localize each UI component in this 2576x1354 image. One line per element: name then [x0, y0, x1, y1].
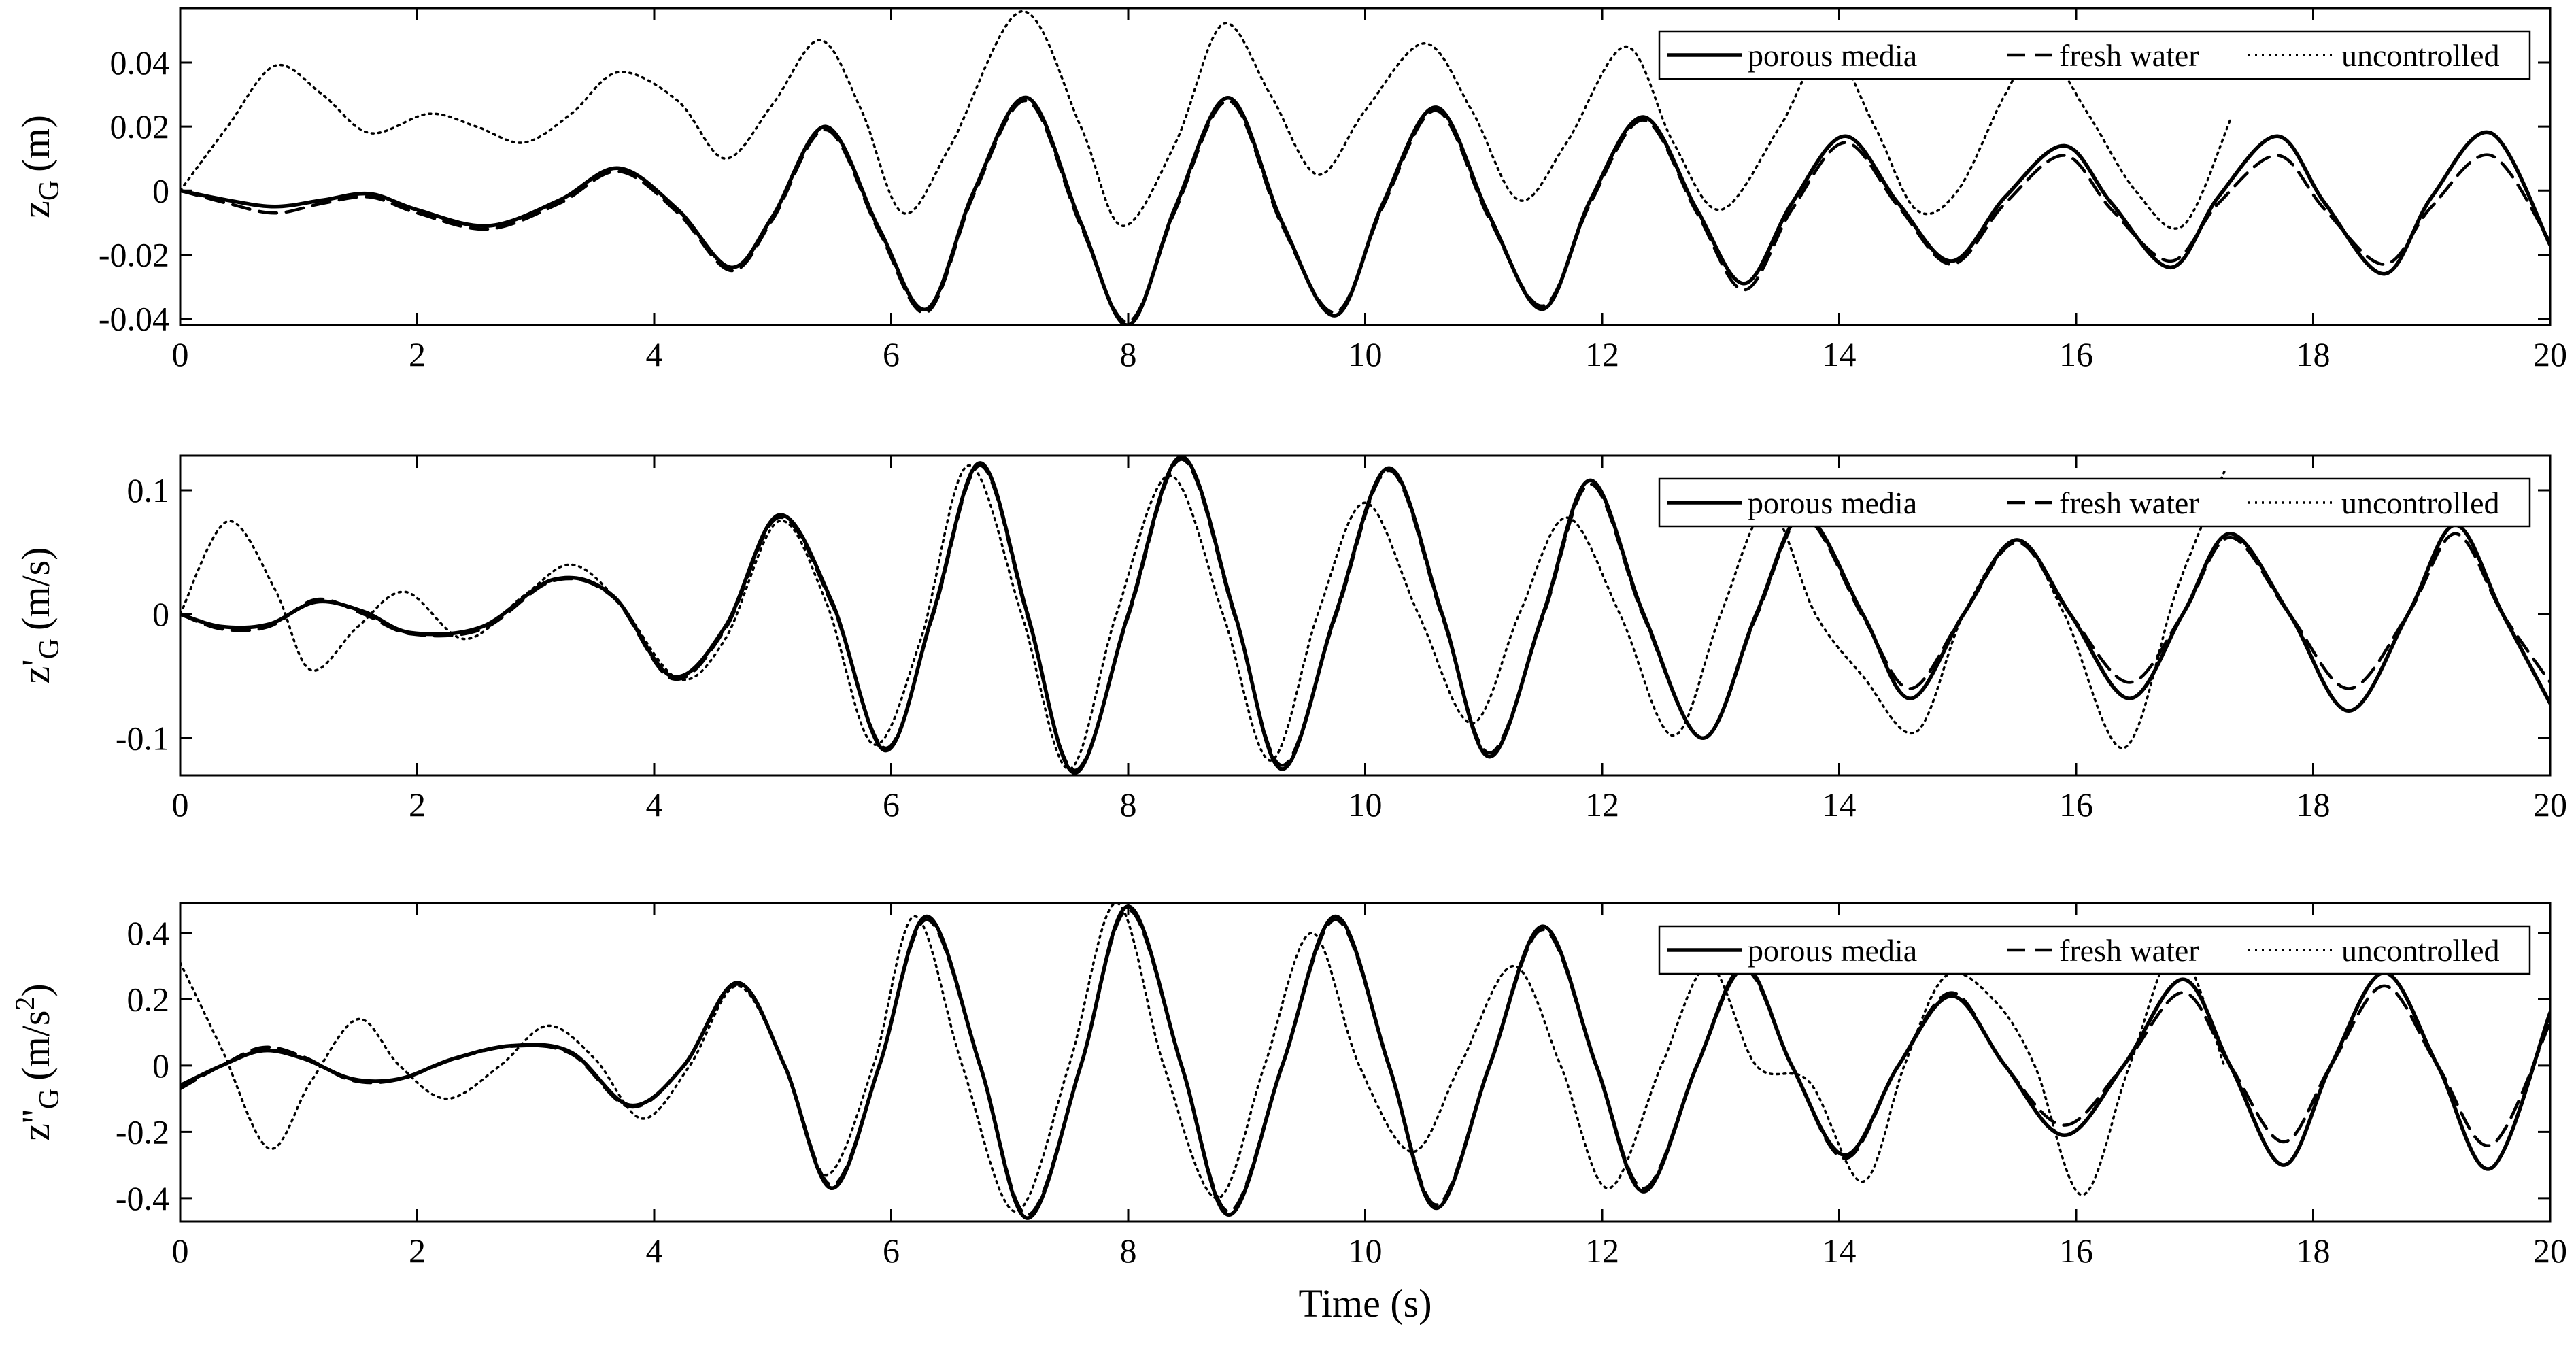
y-tick-label: 0.04 — [110, 44, 170, 82]
legend-label: fresh water — [2059, 38, 2199, 73]
y-tick-label: 0 — [152, 171, 169, 209]
legend-label: porous media — [1748, 933, 1917, 968]
x-tick-label: 8 — [1120, 785, 1137, 824]
legend-label: porous media — [1748, 486, 1917, 520]
legend-label: uncontrolled — [2341, 38, 2500, 73]
x-tick-label: 6 — [883, 785, 900, 824]
x-tick-label: 6 — [883, 1232, 900, 1270]
series-line-fresh-water — [180, 908, 2550, 1217]
x-tick-label: 4 — [646, 1232, 663, 1270]
legend-label: porous media — [1748, 38, 1917, 73]
legend-box — [1658, 30, 2531, 80]
y-tick-label: 0.4 — [127, 914, 170, 952]
x-tick-label: 0 — [172, 785, 189, 824]
ylabel-base: z — [14, 1123, 58, 1141]
legend-label: uncontrolled — [2341, 486, 2500, 520]
x-tick-label: 10 — [1349, 785, 1383, 824]
series-line-uncontrolled — [180, 464, 2226, 771]
ylabel-prime: ' — [14, 659, 58, 666]
y-tick-label: 0 — [152, 1047, 169, 1085]
x-tick-label: 18 — [2297, 1232, 2331, 1270]
x-tick-label: 4 — [646, 785, 663, 824]
legend: porous media fresh water uncontrolled — [1658, 30, 2531, 80]
series-line-porous-media — [180, 95, 2550, 325]
x-tick-label: 12 — [1585, 785, 1619, 824]
x-tick-label: 20 — [2533, 335, 2567, 373]
series-line-uncontrolled — [180, 10, 2232, 230]
series-line-uncontrolled — [180, 903, 2226, 1213]
legend: porous media fresh water uncontrolled — [1658, 925, 2531, 975]
x-tick-label: 16 — [2059, 1232, 2093, 1270]
x-tick-label: 18 — [2297, 335, 2331, 373]
ylabel-sub: G — [34, 639, 65, 659]
x-tick-label: 10 — [1349, 1232, 1383, 1270]
ylabel-sub: G — [34, 1089, 65, 1109]
x-tick-label: 8 — [1120, 1232, 1137, 1270]
ylabel-sup: 2 — [10, 997, 40, 1011]
x-tick-label: 14 — [1823, 335, 1857, 373]
series-line-fresh-water — [180, 458, 2550, 772]
y-tick-label: -0.02 — [99, 235, 169, 273]
legend-label: fresh water — [2059, 486, 2199, 520]
y-tick-label: -0.4 — [116, 1179, 169, 1217]
x-tick-label: 0 — [172, 335, 189, 373]
ylabel-unit: (m/s — [14, 1011, 58, 1081]
legend-label: fresh water — [2059, 933, 2199, 968]
series-group — [180, 903, 2550, 1220]
y-tick-label: -0.1 — [116, 719, 169, 757]
x-tick-label: 8 — [1120, 335, 1137, 373]
ylabel-unit-end: ) — [14, 983, 58, 996]
plot-panel-1: 0 2 4 6 8 10 12 14 16 18 20 -0.04 -0.02 0 0.02 0.04 zG (m… — [14, 7, 2567, 373]
x-tick-label: 16 — [2059, 335, 2093, 373]
x-tick-label: 6 — [883, 335, 900, 373]
y-tick-label: -0.04 — [99, 300, 169, 338]
ylabel-base: z — [14, 201, 58, 218]
x-tick-label: 2 — [409, 335, 426, 373]
plot-panel-2: 0 2 4 6 8 10 12 14 16 18 20-0.100.1z'G(m/s)porous … — [14, 454, 2567, 824]
y-tick-label: -0.2 — [116, 1113, 169, 1151]
x-tick-label: 14 — [1823, 785, 1857, 824]
x-tick-label: 2 — [409, 785, 426, 824]
y-tick-label: 0.2 — [127, 980, 170, 1018]
x-tick-label: 12 — [1585, 1232, 1619, 1270]
ylabel-sub: G — [34, 180, 65, 201]
x-tick-label: 2 — [409, 1232, 426, 1270]
y-axis-label: zG (m) — [14, 115, 65, 218]
y-tick-label: 0 — [152, 595, 169, 633]
series-line-fresh-water — [180, 99, 2550, 324]
legend-box — [1658, 477, 2531, 528]
x-tick-label: 20 — [2533, 785, 2567, 824]
x-tick-label: 12 — [1585, 335, 1619, 373]
x-tick-label: 10 — [1349, 335, 1383, 373]
y-axis-label: z''G (m/s2) — [10, 983, 65, 1140]
y-tick-label: 0.02 — [110, 107, 170, 146]
x-tick-label: 20 — [2533, 1232, 2567, 1270]
legend: porous media fresh water uncontrolled — [1658, 477, 2531, 528]
x-tick-label: 18 — [2297, 785, 2331, 824]
y-axis-label: z'G (m/s) — [14, 547, 65, 684]
legend-label: uncontrolled — [2341, 933, 2500, 968]
x-axis-label: Time (s) — [1298, 1281, 1431, 1325]
x-tick-label: 0 — [172, 1232, 189, 1270]
x-tick-label: 4 — [646, 335, 663, 373]
ylabel-base: z — [14, 666, 58, 684]
legend-box — [1658, 925, 2531, 975]
series-group — [180, 10, 2550, 325]
series-group — [180, 456, 2550, 775]
plot-panel-3: 0 2 4 6 8 10 12 14 16 18 20 -0.4 -0.2 0 0.2 0.4 z''G (m/s… — [10, 902, 2567, 1325]
y-tick-label: 0.1 — [127, 471, 170, 509]
x-tick-label: 14 — [1823, 1232, 1857, 1270]
x-tick-label: 16 — [2059, 785, 2093, 824]
ylabel-unit: (m/s) — [14, 547, 58, 630]
ylabel-unit: (m) — [14, 115, 58, 172]
ylabel-prime: '' — [14, 1109, 58, 1123]
